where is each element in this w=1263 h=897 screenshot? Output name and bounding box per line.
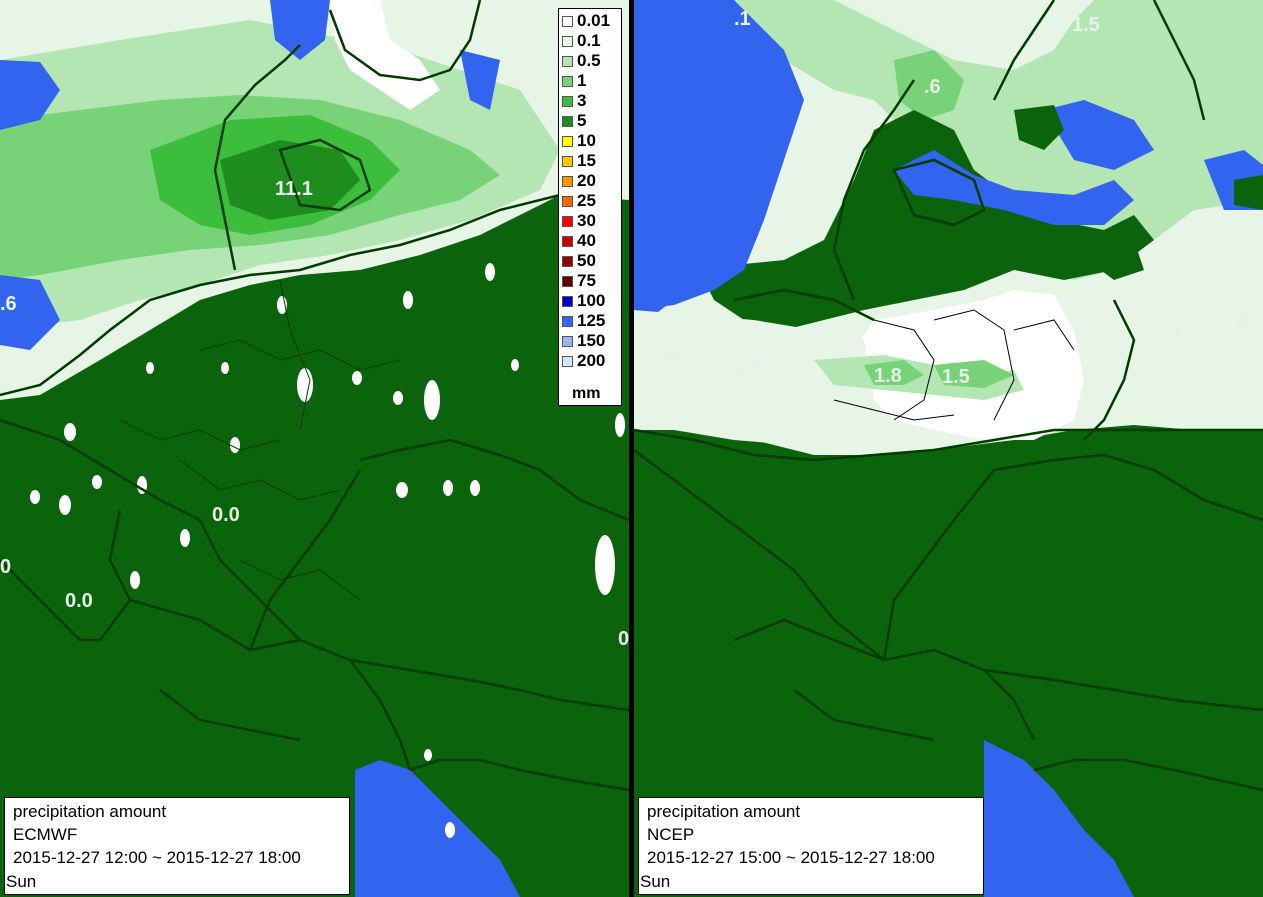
info-box-ncep: precipitation amount NCEP 2015-12-27 15:… (638, 797, 984, 895)
time-range: 2015-12-27 15:00 ~ 2015-12-27 18:00 (647, 848, 935, 867)
value-label: 0.7 (1154, 324, 1182, 346)
legend-item: 125 (562, 311, 605, 331)
legend-swatch (562, 215, 573, 227)
legend-swatch (562, 275, 573, 287)
legend-item: 25 (562, 191, 596, 211)
legend-item: 75 (562, 271, 596, 291)
legend-label: 125 (577, 311, 606, 330)
day-label: Sun (640, 872, 671, 891)
legend-label: 75 (577, 271, 596, 290)
value-label: 0.0 (212, 504, 240, 526)
legend-item: 0.1 (562, 31, 601, 51)
legend-item: 0.5 (562, 51, 601, 71)
value-label: 1.5 (1072, 14, 1100, 36)
map-panel-ecmwf: 11.1 .6 0.0 0.0 0 0 0.01 0.1 0.5 1 3 5 10 15 20 2… (0, 0, 629, 897)
legend-item: 1 (562, 71, 586, 91)
legend-swatch (562, 135, 573, 147)
legend-swatch (562, 155, 573, 167)
legend-label: 200 (577, 351, 606, 370)
value-label: 0.0 (65, 590, 93, 612)
legend-label: 40 (577, 231, 596, 250)
map-panel-ncep: 1.5 .6 .1 0.7 0. 1.8 1.5 0.5 1.4 precipi… (634, 0, 1263, 897)
legend-item: 0.01 (562, 11, 610, 31)
legend-swatch (562, 335, 573, 347)
value-label: 1.5 (942, 366, 970, 388)
legend-item: 15 (562, 151, 596, 171)
legend-swatch (562, 35, 573, 47)
value-label: 0 (0, 556, 12, 578)
model-name: ECMWF (13, 825, 78, 844)
legend-label: 0.1 (577, 31, 601, 50)
map-title: precipitation amount (13, 802, 167, 821)
legend-swatch (562, 195, 573, 207)
legend-label: 150 (577, 331, 606, 350)
value-label: 0.5 (650, 348, 678, 370)
legend-item: 30 (562, 211, 596, 231)
legend-item: 20 (562, 171, 596, 191)
legend-item: 40 (562, 231, 596, 251)
legend-label: 10 (577, 131, 596, 150)
legend-item: 3 (562, 91, 586, 111)
legend-item: 5 (562, 111, 586, 131)
value-label: .6 (924, 76, 941, 98)
legend-swatch (562, 95, 573, 107)
legend-swatch (562, 355, 573, 367)
legend-swatch (562, 235, 573, 247)
legend-item: 100 (562, 291, 605, 311)
map-title: precipitation amount (647, 802, 801, 821)
value-label: 1.8 (874, 365, 902, 387)
legend-item: 50 (562, 251, 596, 271)
legend-label: 5 (577, 111, 587, 130)
legend-swatch (562, 295, 573, 307)
precipitation-legend: 0.01 0.1 0.5 1 3 5 10 15 20 25 30 40 50 75 100 125 150 20… (558, 8, 622, 406)
legend-swatch (562, 15, 573, 27)
value-label: 11.1 (275, 178, 313, 200)
legend-label: 1 (577, 71, 587, 90)
legend-swatch (562, 115, 573, 127)
precipitation-map-ecmwf (0, 0, 629, 897)
legend-label: 25 (577, 191, 596, 210)
precipitation-map-ncep (634, 0, 1263, 897)
legend-swatch (562, 255, 573, 267)
legend-label: 0.01 (577, 11, 611, 30)
legend-swatch (562, 315, 573, 327)
legend-swatch (562, 175, 573, 187)
legend-label: 50 (577, 251, 596, 270)
legend-label: 15 (577, 151, 596, 170)
time-range: 2015-12-27 12:00 ~ 2015-12-27 18:00 (13, 848, 301, 867)
value-label: 0 (618, 628, 629, 650)
legend-item: 150 (562, 331, 605, 351)
legend-swatch (562, 55, 573, 67)
legend-label: 100 (577, 291, 606, 310)
legend-label: 0.5 (577, 51, 601, 70)
legend-swatch (562, 75, 573, 87)
value-label: .6 (0, 293, 17, 315)
value-label: .1 (734, 8, 751, 30)
legend-item: 200 (562, 351, 605, 371)
info-box-ecmwf: precipitation amount ECMWF 2015-12-27 12… (4, 797, 350, 895)
value-label: 0. (1237, 313, 1254, 335)
day-label: Sun (6, 872, 37, 891)
legend-unit: mm (572, 385, 601, 402)
legend-label: 3 (577, 91, 587, 110)
value-label: 1.4 (734, 354, 762, 376)
legend-label: 20 (577, 171, 596, 190)
legend-label: 30 (577, 211, 596, 230)
legend-item: 10 (562, 131, 596, 151)
model-name: NCEP (647, 825, 695, 844)
